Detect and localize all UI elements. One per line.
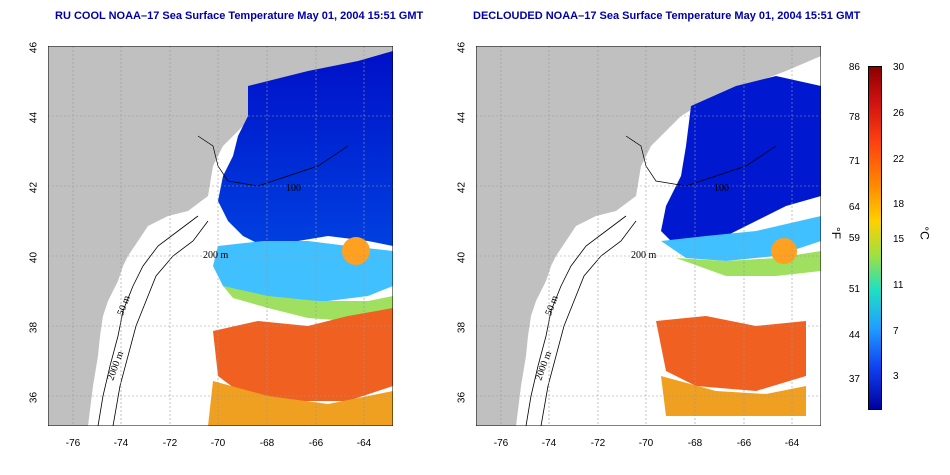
lat-label: 44 (456, 111, 468, 124)
lat-label: 40 (28, 251, 40, 264)
colorbar-c-tick: 11 (893, 280, 904, 291)
lon-label: -70 (638, 438, 654, 449)
warm-water-region (656, 316, 806, 391)
lat-label: 36 (28, 391, 40, 404)
left-map-title: RU COOL NOAA–17 Sea Surface Temperature … (55, 10, 424, 22)
colorbar-f-tick: 64 (848, 202, 860, 213)
colorbar-f-tick: 59 (848, 233, 860, 244)
fahrenheit-unit-label: °F (829, 226, 844, 240)
temperature-colorbar (868, 66, 882, 410)
colorbar-f-tick: 78 (848, 112, 860, 123)
lat-label: 38 (28, 321, 40, 334)
cold-water-region (218, 51, 393, 246)
colorbar-c-tick: 22 (893, 154, 905, 165)
lat-label: 42 (456, 181, 468, 194)
colorbar-f-tick: 44 (848, 330, 860, 341)
colorbar-c-tick: 26 (893, 108, 905, 119)
cold-water-region (661, 76, 821, 246)
right-map-title: DECLOUDED NOAA–17 Sea Surface Temperatur… (473, 10, 861, 22)
contour-label-200m: 200 m (203, 250, 229, 261)
colorbar-c-tick: 7 (893, 326, 899, 337)
left-sst-map: 200 m 50 m 2000 m 100 (48, 46, 393, 426)
colorbar-c-tick: 3 (893, 371, 899, 382)
lon-label: -76 (493, 438, 509, 449)
lon-label: -74 (113, 438, 129, 449)
warm-eddy (342, 237, 370, 265)
warm-eddy (771, 238, 797, 264)
lat-label: 46 (456, 41, 468, 54)
lon-label: -64 (784, 438, 800, 449)
contour-label-100: 100 (286, 183, 301, 194)
lon-label: -68 (259, 438, 275, 449)
lat-label: 38 (456, 321, 468, 334)
lon-label: -66 (736, 438, 752, 449)
right-sst-map: 200 m 50 m 2000 m 100 (476, 46, 821, 426)
colorbar-f-tick: 86 (848, 62, 860, 73)
right-map-panel: 200 m 50 m 2000 m 100 (476, 46, 821, 426)
green-water (223, 286, 393, 321)
lat-label: 46 (28, 41, 40, 54)
colorbar-f-tick: 37 (848, 374, 860, 385)
land-mass (48, 46, 393, 426)
contour-label-200m: 200 m (631, 250, 657, 261)
left-map-panel: 200 m 50 m 2000 m 100 (48, 46, 393, 426)
colorbar-f-tick: 71 (848, 156, 860, 167)
warm-water-region (213, 308, 393, 401)
land-mass (476, 46, 821, 426)
contour-label-100: 100 (714, 183, 729, 194)
lon-label: -66 (308, 438, 324, 449)
lon-label: -68 (687, 438, 703, 449)
colorbar-c-tick: 30 (893, 62, 905, 73)
celsius-unit-label: °C (917, 226, 932, 240)
colorbar-c-tick: 18 (893, 199, 905, 210)
lon-label: -76 (65, 438, 81, 449)
lon-label: -72 (162, 438, 178, 449)
lon-label: -72 (590, 438, 606, 449)
lon-label: -74 (541, 438, 557, 449)
lon-label: -70 (210, 438, 226, 449)
colorbar-c-tick: 15 (893, 234, 905, 245)
colorbar-f-tick: 51 (848, 284, 860, 295)
lat-label: 40 (456, 251, 468, 264)
warm-water-south (208, 381, 393, 426)
lat-label: 42 (28, 181, 40, 194)
lat-label: 44 (28, 111, 40, 124)
lon-label: -64 (356, 438, 372, 449)
lat-label: 36 (456, 391, 468, 404)
